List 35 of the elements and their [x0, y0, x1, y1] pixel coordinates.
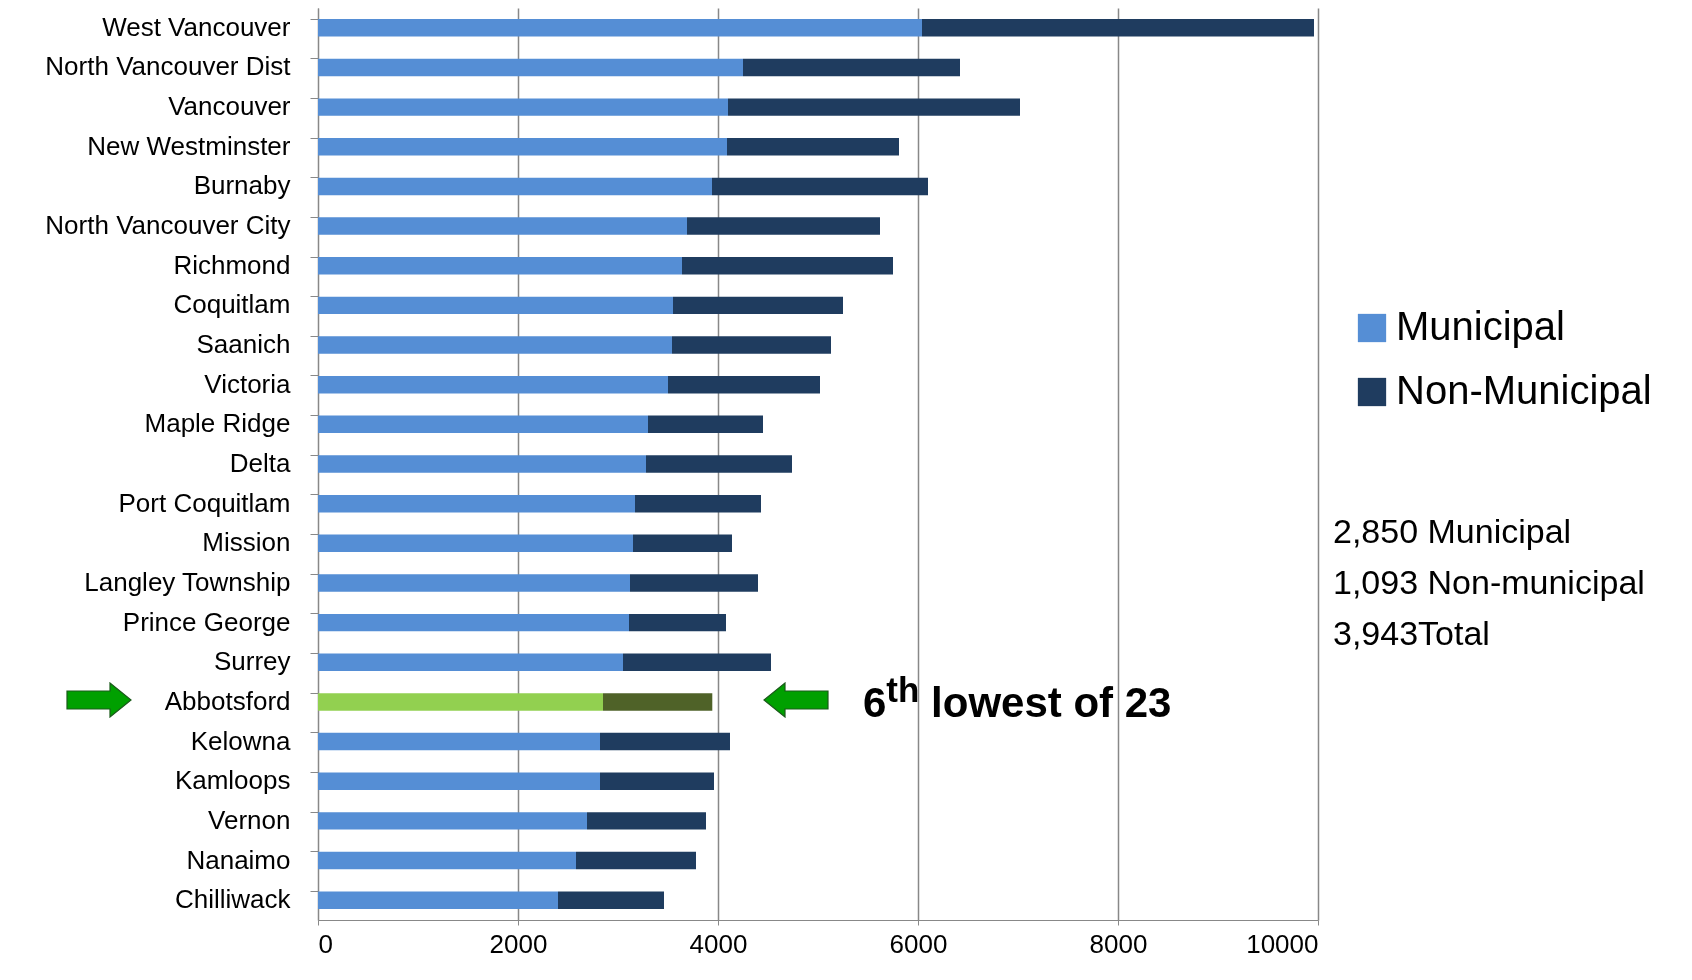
- y-tick-label: Saanich: [196, 329, 291, 360]
- y-tick-label: Abbotsford: [164, 685, 291, 716]
- y-tick-label: Langley Township: [84, 566, 291, 597]
- y-tick-label: North Vancouver Dist: [45, 51, 292, 82]
- x-tick-label: 6000: [889, 928, 948, 959]
- x-tick-label: 10000: [1246, 928, 1319, 959]
- text: 3,943Total: [1333, 614, 1490, 653]
- x-tick-label: 4000: [689, 928, 748, 959]
- y-tick-label: Vancouver: [168, 91, 291, 122]
- legend-label: Non-Municipal: [1396, 368, 1652, 412]
- y-tick-label: Coquitlam: [173, 289, 291, 320]
- y-tick-label: Mission: [202, 527, 291, 558]
- y-tick-label: Richmond: [173, 249, 291, 280]
- y-tick-label: New Westminster: [87, 130, 291, 161]
- y-tick-label: Surrey: [213, 646, 291, 677]
- legend-label: Municipal: [1396, 304, 1565, 348]
- y-tick-label: West Vancouver: [102, 11, 291, 42]
- y-tick-label: Chilliwack: [174, 884, 292, 915]
- x-tick-label: 2000: [489, 928, 548, 959]
- y-tick-label: Delta: [229, 448, 292, 478]
- y-tick-label: Burnaby: [193, 170, 291, 201]
- y-tick-label: Kelowna: [190, 725, 292, 756]
- y-tick-label: Victoria: [204, 368, 292, 399]
- y-tick-label: Maple Ridge: [144, 408, 291, 439]
- text: 2,850 Municipal: [1333, 512, 1572, 551]
- y-tick-label: Prince George: [122, 606, 291, 637]
- y-tick-label: Kamloops: [174, 765, 291, 796]
- y-tick-label: Vernon: [208, 804, 291, 835]
- x-tick-label: 0: [318, 928, 333, 959]
- y-tick-label: Nanaimo: [186, 844, 291, 875]
- y-tick-label: North Vancouver City: [45, 210, 291, 241]
- annotation: 6$^{th}$ lowest of 23: [863, 670, 1172, 727]
- x-tick-label: 8000: [1089, 928, 1148, 959]
- y-tick-label: Port Coquitlam: [118, 487, 291, 518]
- text: 1,093 Non-municipal: [1333, 563, 1645, 602]
